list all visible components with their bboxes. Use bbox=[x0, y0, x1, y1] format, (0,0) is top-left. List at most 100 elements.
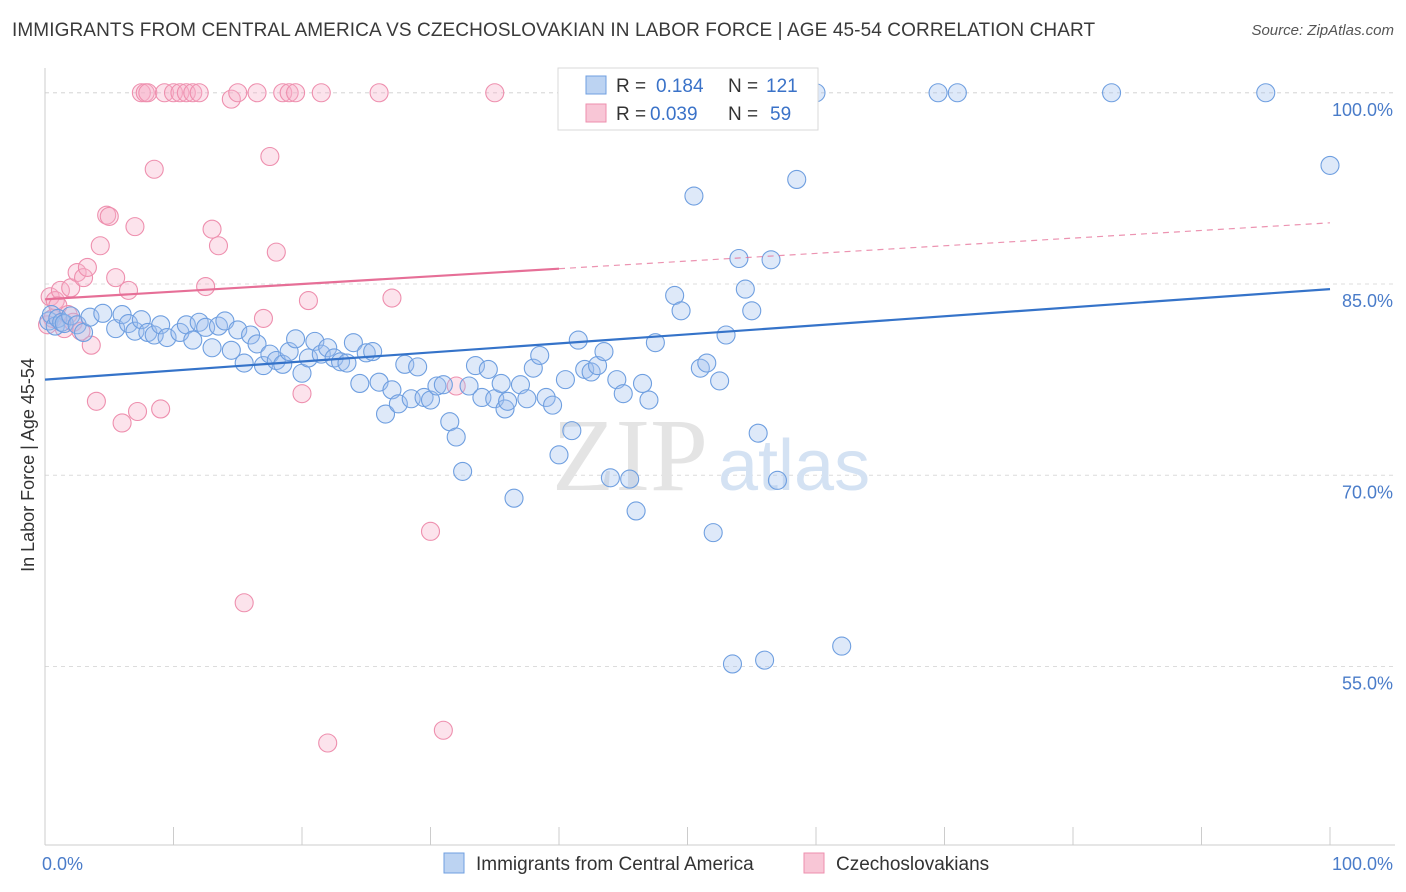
point-s0-59 bbox=[420, 390, 441, 410]
point-s1-19 bbox=[106, 268, 126, 288]
point-s0-23 bbox=[189, 312, 209, 332]
x-tick-label-1: 100.0% bbox=[1332, 854, 1393, 874]
point-s1-46 bbox=[279, 83, 299, 103]
point-s0-120 bbox=[947, 83, 967, 103]
series-legend-label-2: Czechoslovakians bbox=[836, 854, 989, 875]
point-s0-11 bbox=[106, 319, 126, 339]
point-s1-37 bbox=[208, 236, 229, 256]
y-tick-labels: 55.0% 70.0% 85.0% 100.0% bbox=[1332, 100, 1393, 694]
point-s0-74 bbox=[510, 375, 531, 395]
point-s0-105 bbox=[710, 371, 730, 391]
point-s0-101 bbox=[684, 186, 704, 206]
series-legend-label-1: Immigrants from Central America bbox=[476, 854, 754, 875]
legend-r-value-1: 0.184 bbox=[656, 76, 704, 97]
point-s1-20 bbox=[112, 413, 132, 433]
point-s1-12 bbox=[74, 268, 94, 288]
point-s0-28 bbox=[221, 340, 241, 360]
point-s0-64 bbox=[453, 461, 473, 481]
chart-title: IMMIGRANTS FROM CENTRAL AMERICA VS CZECH… bbox=[12, 20, 1096, 41]
point-s1-48 bbox=[292, 384, 312, 404]
legend-swatch-blue bbox=[585, 75, 607, 95]
point-s0-48 bbox=[350, 373, 370, 394]
point-s0-66 bbox=[465, 356, 486, 376]
point-s0-104 bbox=[703, 523, 723, 543]
point-s0-107 bbox=[722, 654, 743, 674]
legend-n-label-1: N = bbox=[728, 76, 758, 97]
point-s0-70 bbox=[491, 373, 511, 394]
point-s0-121 bbox=[1102, 83, 1122, 103]
point-s0-88 bbox=[600, 468, 620, 488]
legend-n-label-2: N = bbox=[728, 104, 758, 125]
legend-r-value-2: 0.039 bbox=[650, 104, 698, 125]
point-s0-116 bbox=[787, 169, 807, 189]
series-legend-swatch-pink bbox=[803, 852, 825, 874]
series-czechoslovakians-points bbox=[38, 83, 582, 753]
point-s0-110 bbox=[742, 301, 762, 321]
point-s0-9 bbox=[80, 307, 100, 327]
point-s0-92 bbox=[626, 501, 646, 521]
point-s0-87 bbox=[594, 342, 614, 362]
point-s0-13 bbox=[118, 313, 139, 334]
point-s1-57 bbox=[485, 83, 505, 103]
point-s0-54 bbox=[388, 394, 408, 414]
point-s1-21 bbox=[118, 280, 139, 300]
point-s0-89 bbox=[607, 370, 627, 390]
point-s1-22 bbox=[125, 217, 145, 237]
legend-n-value-1: 121 bbox=[766, 76, 798, 97]
point-s1-34 bbox=[189, 83, 209, 103]
point-s0-123 bbox=[1320, 155, 1340, 175]
point-s0-29 bbox=[228, 320, 248, 340]
point-s0-93 bbox=[632, 373, 653, 394]
point-s1-39 bbox=[228, 83, 248, 103]
point-s0-65 bbox=[459, 376, 479, 396]
point-s0-53 bbox=[382, 380, 402, 400]
watermark-atlas: atlas bbox=[718, 426, 870, 506]
watermark-zip: ZIP bbox=[552, 398, 708, 513]
y-tick-label-1: 70.0% bbox=[1342, 482, 1393, 502]
point-s0-109 bbox=[735, 279, 755, 299]
series-legend-swatch-blue bbox=[443, 852, 465, 874]
point-s1-16 bbox=[90, 236, 110, 256]
point-s0-113 bbox=[761, 250, 781, 270]
point-s1-15 bbox=[86, 391, 106, 411]
point-s0-118 bbox=[832, 636, 852, 656]
point-s1-43 bbox=[260, 146, 280, 167]
point-s0-22 bbox=[183, 330, 203, 350]
point-s1-52 bbox=[369, 83, 389, 103]
point-s0-77 bbox=[530, 345, 550, 365]
trend-lines bbox=[44, 222, 1331, 381]
trend-line-s1 bbox=[44, 267, 560, 301]
point-s0-106 bbox=[716, 325, 736, 345]
point-s0-52 bbox=[375, 404, 396, 424]
point-s1-35 bbox=[196, 276, 216, 297]
point-s1-54 bbox=[420, 521, 441, 541]
point-s0-68 bbox=[478, 359, 498, 379]
point-s0-94 bbox=[639, 390, 659, 410]
point-s0-60 bbox=[427, 376, 447, 396]
y-tick-label-2: 85.0% bbox=[1342, 291, 1393, 311]
series-central-america-points bbox=[39, 83, 1340, 674]
x-tick-label-0: 0.0% bbox=[42, 854, 83, 874]
point-s1-33 bbox=[183, 83, 203, 103]
point-s0-43 bbox=[318, 338, 338, 358]
point-s1-50 bbox=[311, 83, 331, 103]
point-s1-47 bbox=[286, 83, 306, 103]
point-s0-82 bbox=[562, 421, 582, 441]
point-s0-111 bbox=[748, 423, 768, 443]
point-s0-45 bbox=[330, 352, 351, 372]
point-s1-26 bbox=[138, 83, 158, 103]
point-s0-81 bbox=[555, 370, 575, 390]
watermark: ZIP atlas bbox=[552, 398, 870, 513]
point-s0-30 bbox=[234, 353, 254, 373]
trend-line-s0 bbox=[44, 288, 1331, 381]
point-s0-10 bbox=[93, 303, 113, 323]
point-s1-40 bbox=[234, 593, 254, 613]
point-s0-103 bbox=[697, 353, 717, 373]
axes bbox=[44, 68, 1395, 846]
point-s0-80 bbox=[549, 445, 569, 465]
y-axis-label: In Labor Force | Age 45-54 bbox=[18, 358, 38, 572]
trend-line-dashed-s1 bbox=[558, 222, 1331, 270]
point-s1-55 bbox=[433, 720, 453, 740]
point-s1-28 bbox=[151, 399, 171, 419]
